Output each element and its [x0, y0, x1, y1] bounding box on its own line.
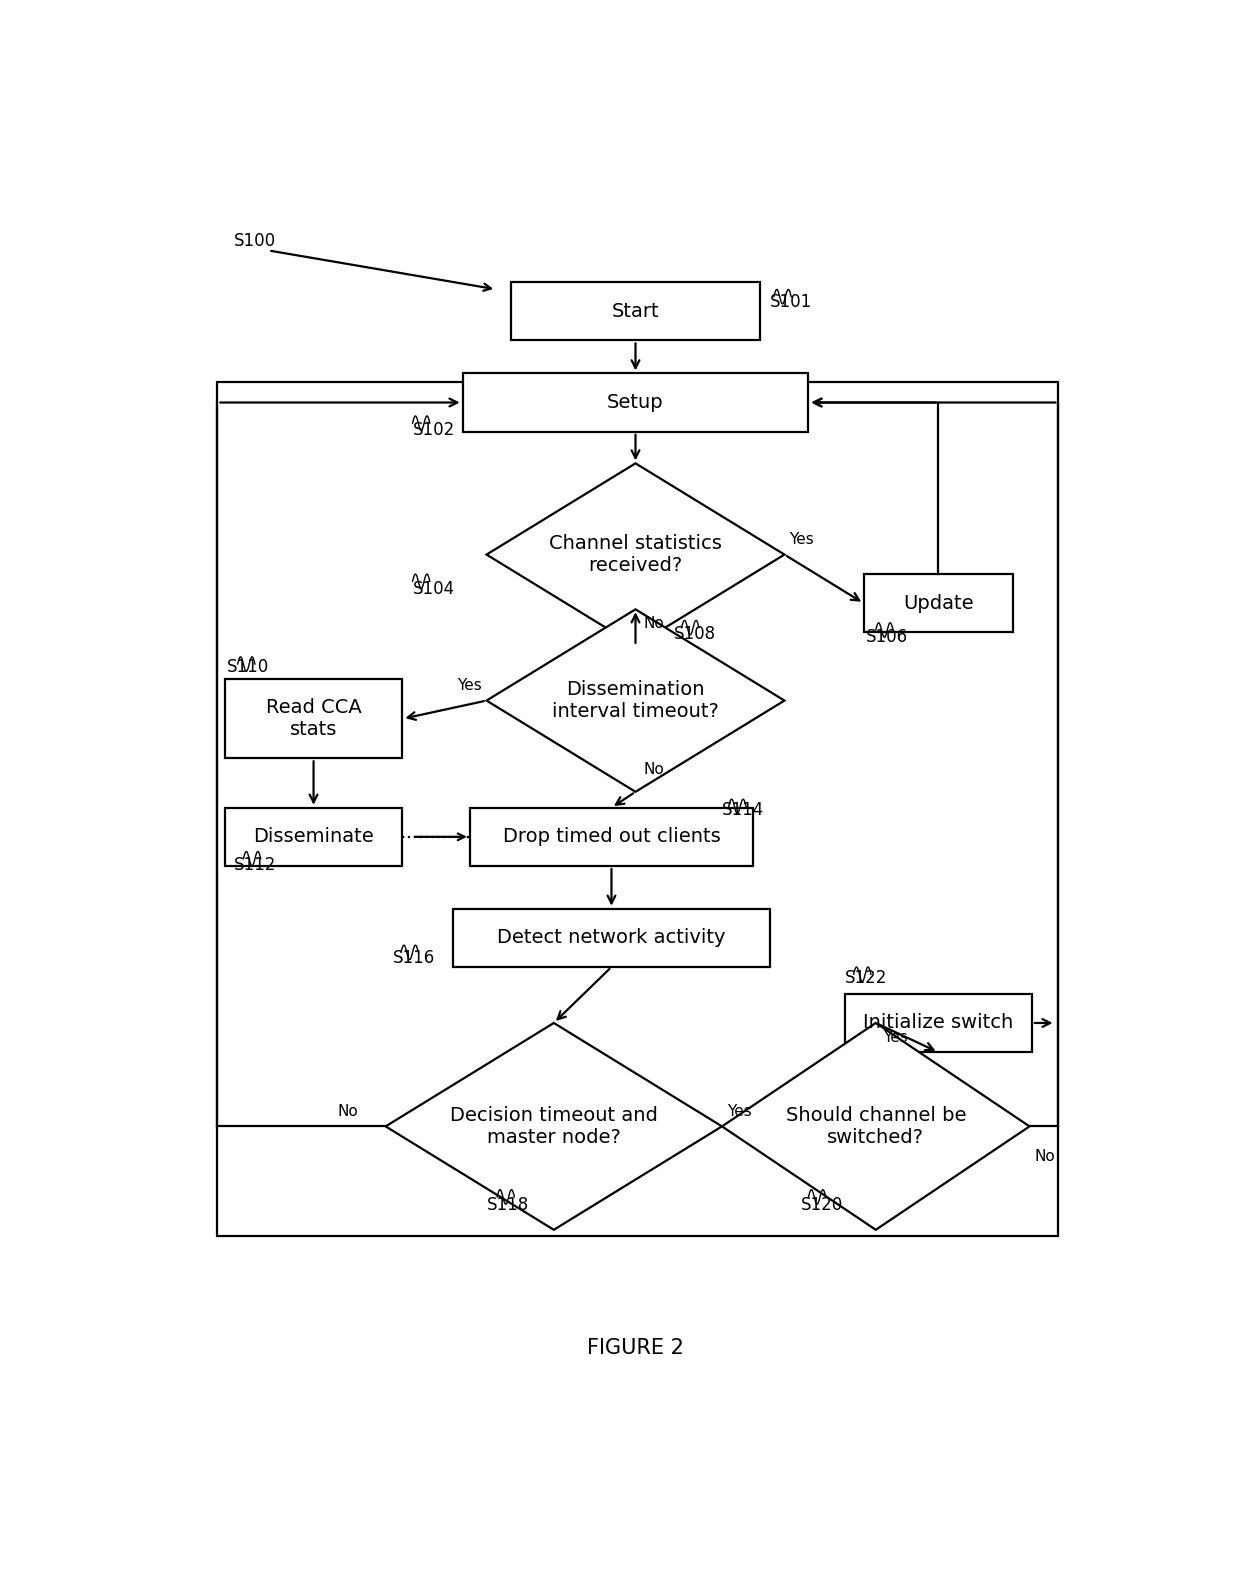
Text: Decision timeout and
master node?: Decision timeout and master node? — [450, 1106, 657, 1147]
Polygon shape — [386, 1022, 722, 1229]
Text: Yes: Yes — [727, 1104, 751, 1119]
Text: S110: S110 — [227, 657, 269, 676]
Bar — [217, 382, 1058, 1236]
Text: Disseminate: Disseminate — [253, 828, 374, 847]
Text: S114: S114 — [722, 801, 764, 818]
Polygon shape — [486, 463, 785, 646]
Text: S104: S104 — [413, 580, 455, 597]
Text: Detect network activity: Detect network activity — [497, 929, 725, 948]
Text: S100: S100 — [234, 232, 277, 250]
Bar — [453, 908, 770, 967]
Text: Yes: Yes — [458, 678, 481, 694]
Text: S122: S122 — [844, 969, 888, 988]
Text: Yes: Yes — [789, 532, 813, 548]
Text: Yes: Yes — [883, 1030, 908, 1044]
Text: FIGURE 2: FIGURE 2 — [587, 1338, 684, 1357]
Polygon shape — [722, 1022, 1029, 1229]
Text: S116: S116 — [393, 950, 435, 967]
Text: S101: S101 — [770, 292, 812, 311]
Text: Start: Start — [611, 302, 660, 321]
Text: S120: S120 — [801, 1196, 843, 1215]
Text: S106: S106 — [866, 629, 908, 646]
Text: Update: Update — [903, 594, 973, 613]
Text: Read CCA
stats: Read CCA stats — [265, 698, 361, 739]
Bar — [463, 373, 808, 431]
Text: S102: S102 — [413, 422, 455, 439]
Polygon shape — [486, 610, 785, 792]
Text: Should channel be
switched?: Should channel be switched? — [785, 1106, 966, 1147]
Text: Channel statistics
received?: Channel statistics received? — [549, 534, 722, 575]
Text: Setup: Setup — [608, 393, 663, 412]
Text: No: No — [644, 616, 663, 632]
Bar — [224, 807, 403, 866]
Bar — [224, 679, 403, 758]
Text: Drop timed out clients: Drop timed out clients — [502, 828, 720, 847]
Text: S108: S108 — [675, 624, 715, 643]
Text: No: No — [337, 1104, 358, 1119]
Text: Dissemination
interval timeout?: Dissemination interval timeout? — [552, 679, 719, 720]
Text: No: No — [644, 763, 663, 777]
Bar — [844, 994, 1032, 1052]
Text: Initialize switch: Initialize switch — [863, 1013, 1013, 1032]
Text: No: No — [1034, 1149, 1055, 1164]
Bar — [864, 574, 1013, 632]
Text: S118: S118 — [486, 1196, 528, 1215]
Bar — [511, 283, 760, 340]
Bar — [470, 807, 753, 866]
Text: S112: S112 — [234, 856, 277, 874]
